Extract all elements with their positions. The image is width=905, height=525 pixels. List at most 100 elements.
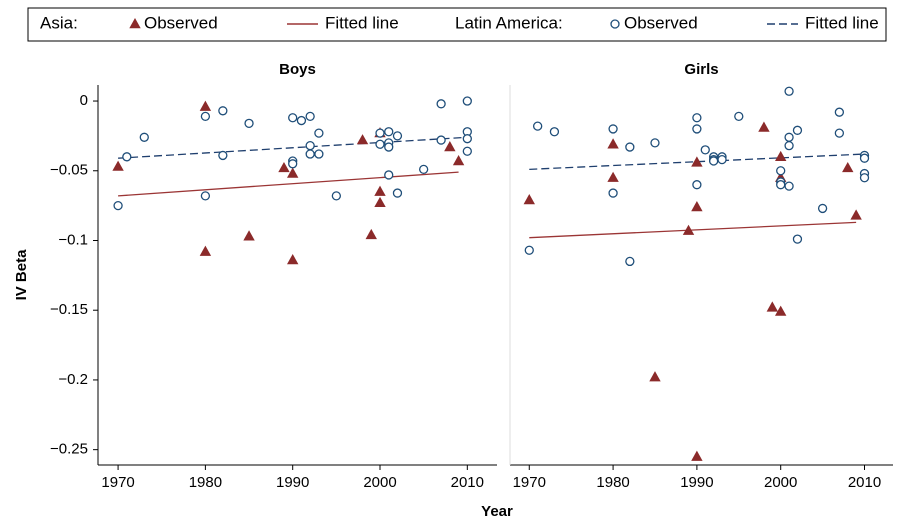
point — [834, 128, 845, 138]
y-tick-label: −0.1 — [58, 231, 88, 248]
point — [199, 100, 212, 111]
point — [314, 149, 324, 159]
point — [199, 245, 212, 256]
point — [784, 132, 794, 142]
point — [384, 170, 394, 180]
point — [296, 115, 307, 126]
point — [766, 301, 779, 312]
legend-label: Observed — [624, 13, 698, 32]
x-tick-label: 2010 — [451, 474, 484, 491]
legend-marker — [129, 18, 141, 29]
y-tick-label: 0 — [80, 92, 88, 109]
point — [314, 128, 324, 138]
x-tick-label: 2000 — [363, 474, 396, 491]
point — [384, 142, 394, 152]
point — [452, 155, 465, 166]
point — [784, 86, 794, 96]
point — [462, 146, 472, 156]
point — [122, 152, 132, 162]
point — [784, 181, 794, 191]
x-tick-label: 1990 — [276, 474, 309, 491]
point — [139, 132, 149, 142]
x-tick-label: 1990 — [680, 474, 713, 491]
panel-title: Boys — [279, 61, 316, 78]
point — [734, 111, 744, 122]
point — [113, 200, 123, 211]
point — [625, 256, 635, 267]
point — [384, 127, 394, 137]
legend-group-label: Latin America: — [455, 13, 563, 32]
point — [784, 141, 794, 151]
point — [374, 185, 386, 196]
point — [305, 111, 315, 122]
point — [859, 153, 870, 163]
point — [218, 150, 228, 161]
point — [842, 161, 854, 173]
point — [533, 121, 543, 131]
point — [792, 234, 803, 244]
point — [692, 113, 702, 123]
legend-label: Observed — [144, 13, 218, 32]
point — [607, 138, 619, 149]
point — [817, 203, 828, 214]
point — [608, 188, 618, 198]
legend-marker — [610, 19, 620, 29]
legend-box — [27, 7, 887, 42]
point — [286, 167, 299, 178]
point — [436, 99, 446, 109]
x-tick-label: 2010 — [848, 474, 881, 491]
y-tick-label: −0.2 — [58, 371, 88, 388]
legend-label: Fitted line — [805, 13, 879, 32]
x-tick-label: 2000 — [764, 474, 797, 491]
point — [776, 180, 786, 190]
point — [286, 254, 299, 265]
panel-title: Girls — [684, 61, 718, 78]
legend-group-label: Asia: — [40, 13, 78, 32]
point — [834, 107, 845, 117]
point — [200, 111, 211, 122]
fitted-line — [118, 136, 468, 159]
point — [375, 128, 385, 138]
x-tick-label: 1980 — [189, 474, 222, 491]
point — [288, 113, 298, 123]
point — [649, 371, 661, 382]
point — [375, 139, 385, 149]
fitted-line — [118, 171, 459, 197]
point — [692, 180, 702, 190]
point — [356, 134, 369, 145]
x-tick-label: 1970 — [101, 474, 134, 491]
point — [691, 156, 703, 167]
fitted-line — [529, 153, 865, 171]
point — [650, 138, 660, 148]
y-tick-label: −0.25 — [50, 441, 88, 458]
point — [776, 166, 786, 176]
point — [758, 121, 770, 132]
x-tick-label: 1980 — [596, 474, 629, 491]
point — [850, 209, 862, 220]
point — [607, 171, 619, 182]
x-tick-label: 1970 — [513, 474, 546, 491]
y-tick-label: −0.05 — [50, 162, 88, 179]
point — [625, 142, 635, 152]
point — [792, 125, 803, 135]
point — [462, 96, 472, 106]
point — [392, 188, 403, 198]
point — [717, 154, 727, 165]
y-tick-label: −0.15 — [50, 301, 88, 318]
legend-label: Fitted line — [325, 13, 399, 32]
point — [774, 305, 787, 316]
point — [331, 191, 342, 201]
point — [462, 134, 472, 144]
point — [305, 149, 315, 159]
point — [608, 124, 618, 134]
point — [374, 196, 386, 208]
point — [278, 161, 290, 173]
y-axis-label: IV Beta — [13, 249, 30, 301]
point — [692, 124, 702, 134]
point — [691, 450, 703, 461]
point — [436, 135, 446, 145]
point — [859, 173, 870, 183]
point — [682, 224, 695, 235]
point — [774, 150, 787, 162]
